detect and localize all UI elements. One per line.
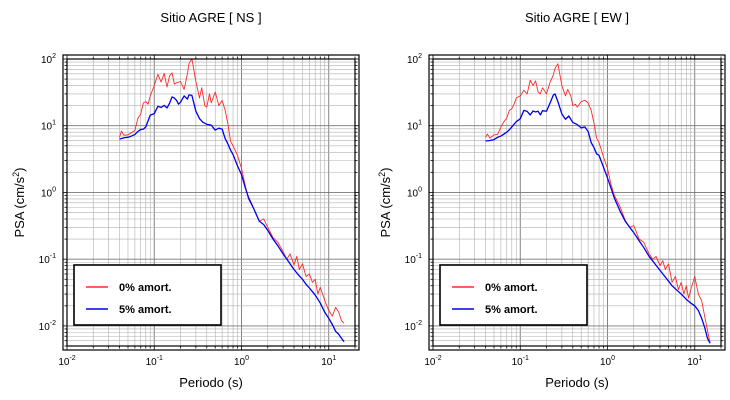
- outer-border: [428, 54, 726, 351]
- y-tick-label: 10-2: [405, 320, 422, 333]
- y-tick-label: 102: [41, 53, 56, 66]
- series-line-damped: [485, 93, 711, 344]
- legend-box: [439, 264, 588, 326]
- legend: 0% amort. 5% amort.: [439, 264, 588, 326]
- x-tick-label: 10-1: [146, 355, 163, 368]
- plot-frame: [428, 54, 726, 351]
- y-tick-label: 10-1: [405, 253, 422, 266]
- legend-box: [73, 264, 222, 326]
- legend-label: 0% amort.: [485, 282, 538, 294]
- y-tick-label: 102: [407, 53, 422, 66]
- chart-title: Sitio AGRE [ NS ]: [160, 10, 261, 25]
- y-tick-label: 10-1: [39, 253, 56, 266]
- legend-label: 5% amort.: [485, 304, 538, 316]
- x-axis-label: Periodo (s): [545, 375, 609, 390]
- chart-panel-1: 10-2 10-1 100 101 10-2 10-1 100 101 102 Sitio AGR…: [11, 10, 360, 390]
- series-line-undamped: [119, 58, 345, 324]
- x-tick-label: 10-1: [512, 355, 529, 368]
- x-tick-label: 100: [234, 355, 249, 368]
- legend-label: 0% amort.: [119, 282, 172, 294]
- chart-panel-2: 10-2 10-1 100 101 10-2 10-1 100 101 102 Sitio AGR…: [377, 10, 726, 390]
- legend: 0% amort. 5% amort.: [73, 264, 222, 326]
- plot-frame: [62, 54, 360, 351]
- series-line-damped: [119, 94, 345, 343]
- series-line-undamped: [485, 63, 711, 344]
- y-tick-label: 10-2: [39, 320, 56, 333]
- y-tick-label: 101: [407, 120, 422, 133]
- x-tick-label: 101: [321, 355, 336, 368]
- y-tick-label: 101: [41, 120, 56, 133]
- chart-title: Sitio AGRE [ EW ]: [525, 10, 629, 25]
- x-axis-label: Periodo (s): [179, 375, 243, 390]
- y-tick-label: 100: [407, 186, 422, 199]
- y-axis-label: PSA (cm/s2): [377, 167, 393, 237]
- x-tick-label: 10-2: [58, 355, 75, 368]
- x-tick-label: 101: [687, 355, 702, 368]
- y-axis-label: PSA (cm/s2): [11, 167, 27, 237]
- x-tick-label: 100: [600, 355, 615, 368]
- x-tick-label: 10-2: [424, 355, 441, 368]
- legend-label: 5% amort.: [119, 304, 172, 316]
- outer-border: [62, 54, 360, 351]
- y-tick-label: 100: [41, 186, 56, 199]
